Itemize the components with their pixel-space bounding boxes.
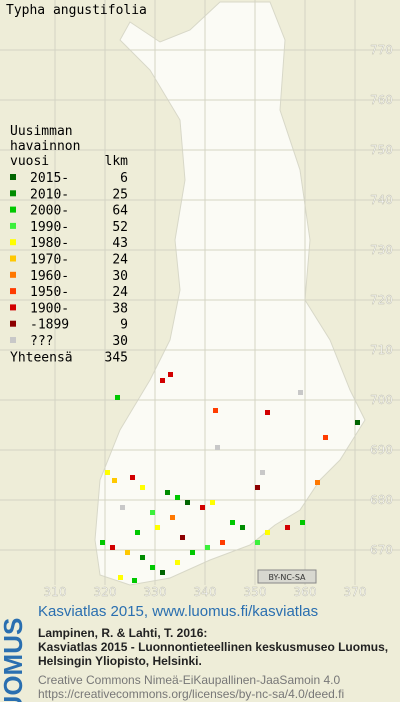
legend-swatch (10, 255, 16, 262)
y-label: 740 (370, 193, 393, 207)
legend-count: 64 (112, 204, 128, 219)
legend-header: havainnon (10, 139, 80, 154)
y-label: 690 (370, 443, 393, 457)
legend-count: 30 (112, 269, 128, 284)
y-label: 750 (370, 143, 393, 157)
title: Typha angustifolia (6, 3, 147, 18)
legend-total-label: Yhteensä (10, 350, 73, 365)
logo: LUOMUS (0, 618, 28, 702)
legend-label: -1899 (30, 318, 69, 333)
y-label: 720 (370, 293, 393, 307)
legend-label: 1990- (30, 220, 69, 235)
legend-swatch (10, 337, 16, 343)
observation-squares (100, 372, 360, 583)
legend-label: 2010- (30, 187, 69, 202)
legend-swatch (10, 174, 16, 180)
x-label: 340 (194, 585, 217, 599)
legend-label: ??? (30, 334, 53, 349)
legend-label: 1970- (30, 253, 69, 268)
x-label: 320 (94, 585, 117, 599)
legend-swatch (10, 206, 16, 213)
citation: Kasviatlas 2015 - Luonnontieteellinen ke… (38, 640, 388, 654)
legend-label: 1900- (30, 301, 69, 316)
license-badge: BY-NC-SA (268, 573, 306, 582)
legend-swatch (10, 190, 16, 197)
headline: Kasviatlas 2015, www.luomus.fi/kasviatla… (38, 603, 318, 620)
legend-header: Uusimman (10, 124, 73, 139)
legend-label: 2000- (30, 204, 69, 219)
citation: Helsingin Yliopisto, Helsinki. (38, 654, 202, 668)
legend-swatch (10, 239, 16, 246)
y-label: 680 (370, 493, 393, 507)
legend-count: 24 (112, 253, 128, 268)
x-label: 310 (44, 585, 67, 599)
legend-label: 2015- (30, 171, 69, 186)
x-label: 350 (244, 585, 267, 599)
citation: Lampinen, R. & Lahti, T. 2016: (38, 626, 207, 640)
finland-map (94, 1, 366, 586)
legend-col-year: vuosi (10, 154, 49, 169)
x-label: 370 (344, 585, 367, 599)
license-badge-box (257, 569, 317, 584)
y-label: 760 (370, 93, 393, 107)
legend-count: 25 (112, 187, 128, 202)
y-label: 770 (370, 43, 393, 57)
y-label: 670 (370, 543, 393, 557)
x-label: 360 (294, 585, 317, 599)
legend-count: 9 (120, 318, 128, 333)
legend-swatch (10, 304, 16, 311)
legend-col-count: lkm (105, 154, 129, 169)
legend-total: 345 (105, 350, 128, 365)
legend-swatch (10, 320, 16, 327)
grid (0, 0, 400, 585)
license-url: https://creativecommons.org/licenses/by-… (38, 687, 344, 701)
x-label: 330 (144, 585, 167, 599)
legend-label: 1960- (30, 269, 69, 284)
legend-swatch (10, 271, 16, 278)
legend-count: 43 (112, 236, 128, 251)
legend-label: 1950- (30, 285, 69, 300)
legend-count: 24 (112, 285, 128, 300)
legend-swatch (10, 222, 16, 229)
license-text: Creative Commons Nimeä-EiKaupallinen-Jaa… (38, 673, 340, 687)
legend-count: 6 (120, 171, 128, 186)
y-label: 700 (370, 393, 393, 407)
legend-swatch (10, 288, 16, 295)
y-label: 730 (370, 243, 393, 257)
legend-count: 30 (112, 334, 128, 349)
y-label: 710 (370, 343, 393, 357)
legend-count: 52 (112, 220, 128, 235)
legend-count: 38 (112, 301, 128, 316)
legend-label: 1980- (30, 236, 69, 251)
